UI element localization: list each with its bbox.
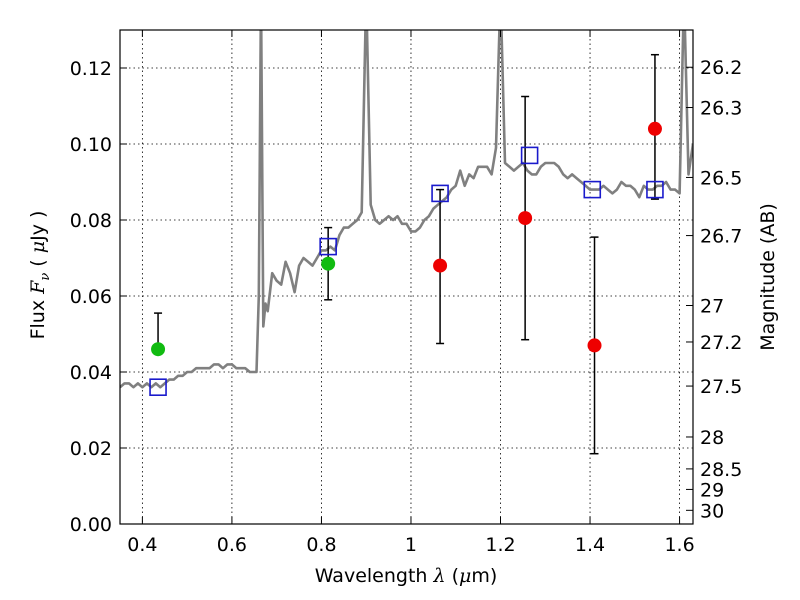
x-axis-label: Wavelength λ (μm): [315, 565, 498, 587]
data-marks: [149, 53, 664, 455]
y2-tick-label: 26.7: [700, 226, 742, 248]
y-tick-label: 0.02: [70, 438, 112, 460]
x-tick-label: 1.4: [575, 534, 605, 556]
y2-tick-label: 28: [700, 427, 724, 449]
y-tick-label: 0.12: [70, 58, 112, 80]
model-square-point: [520, 146, 539, 165]
spectrum-line: [120, 30, 693, 389]
y-tick-label: 0.08: [70, 210, 112, 232]
model-square-point: [319, 237, 337, 256]
y2-tick-label: 27.5: [700, 376, 742, 398]
model-square-point: [431, 184, 449, 203]
y2-tick-label: 26.2: [700, 57, 742, 79]
y2-axis-label: Magnitude (AB): [757, 203, 779, 351]
x-tick-label: 1: [405, 534, 417, 556]
y2-tick-label: 27.2: [700, 332, 742, 354]
y2-tick-label: 26.5: [700, 167, 742, 189]
observed-point: [518, 211, 533, 226]
x-tick-label: 0.4: [127, 534, 157, 556]
y-tick-label: 0.10: [70, 134, 112, 156]
y-axis-label: Flux Fν ( μJy ): [27, 211, 53, 340]
x-tick-label: 0.8: [306, 534, 336, 556]
model-square-point: [583, 180, 602, 199]
y2-tick-label: 29: [700, 479, 724, 501]
observed-point: [647, 121, 662, 136]
y2-tick-label: 28.5: [700, 459, 742, 481]
model-square-point: [149, 378, 167, 397]
y2-tick-label: 27: [700, 296, 724, 318]
plot-frame: [119, 29, 694, 525]
axis-ticks: 0.4 0.6 0.8 1 1.2 1.4 1.6 0.00 0.02 0.04 0.06 0.08 0…: [70, 30, 742, 556]
x-tick-label: 1.6: [664, 534, 694, 556]
observed-point: [587, 338, 602, 353]
observed-point: [151, 342, 166, 357]
model-square-point: [646, 180, 664, 199]
y-tick-label: 0.00: [70, 514, 112, 536]
y2-tick-label: 30: [700, 500, 724, 522]
y-tick-label: 0.06: [70, 286, 112, 308]
grid-lines: [120, 30, 693, 525]
x-tick-label: 0.6: [217, 534, 247, 556]
x-tick-label: 1.2: [485, 534, 515, 556]
y2-tick-label: 26.3: [700, 98, 742, 120]
spectrum-layer: [120, 30, 693, 389]
observed-point: [321, 256, 336, 271]
y-tick-label: 0.04: [70, 362, 112, 384]
observed-point: [433, 258, 448, 273]
